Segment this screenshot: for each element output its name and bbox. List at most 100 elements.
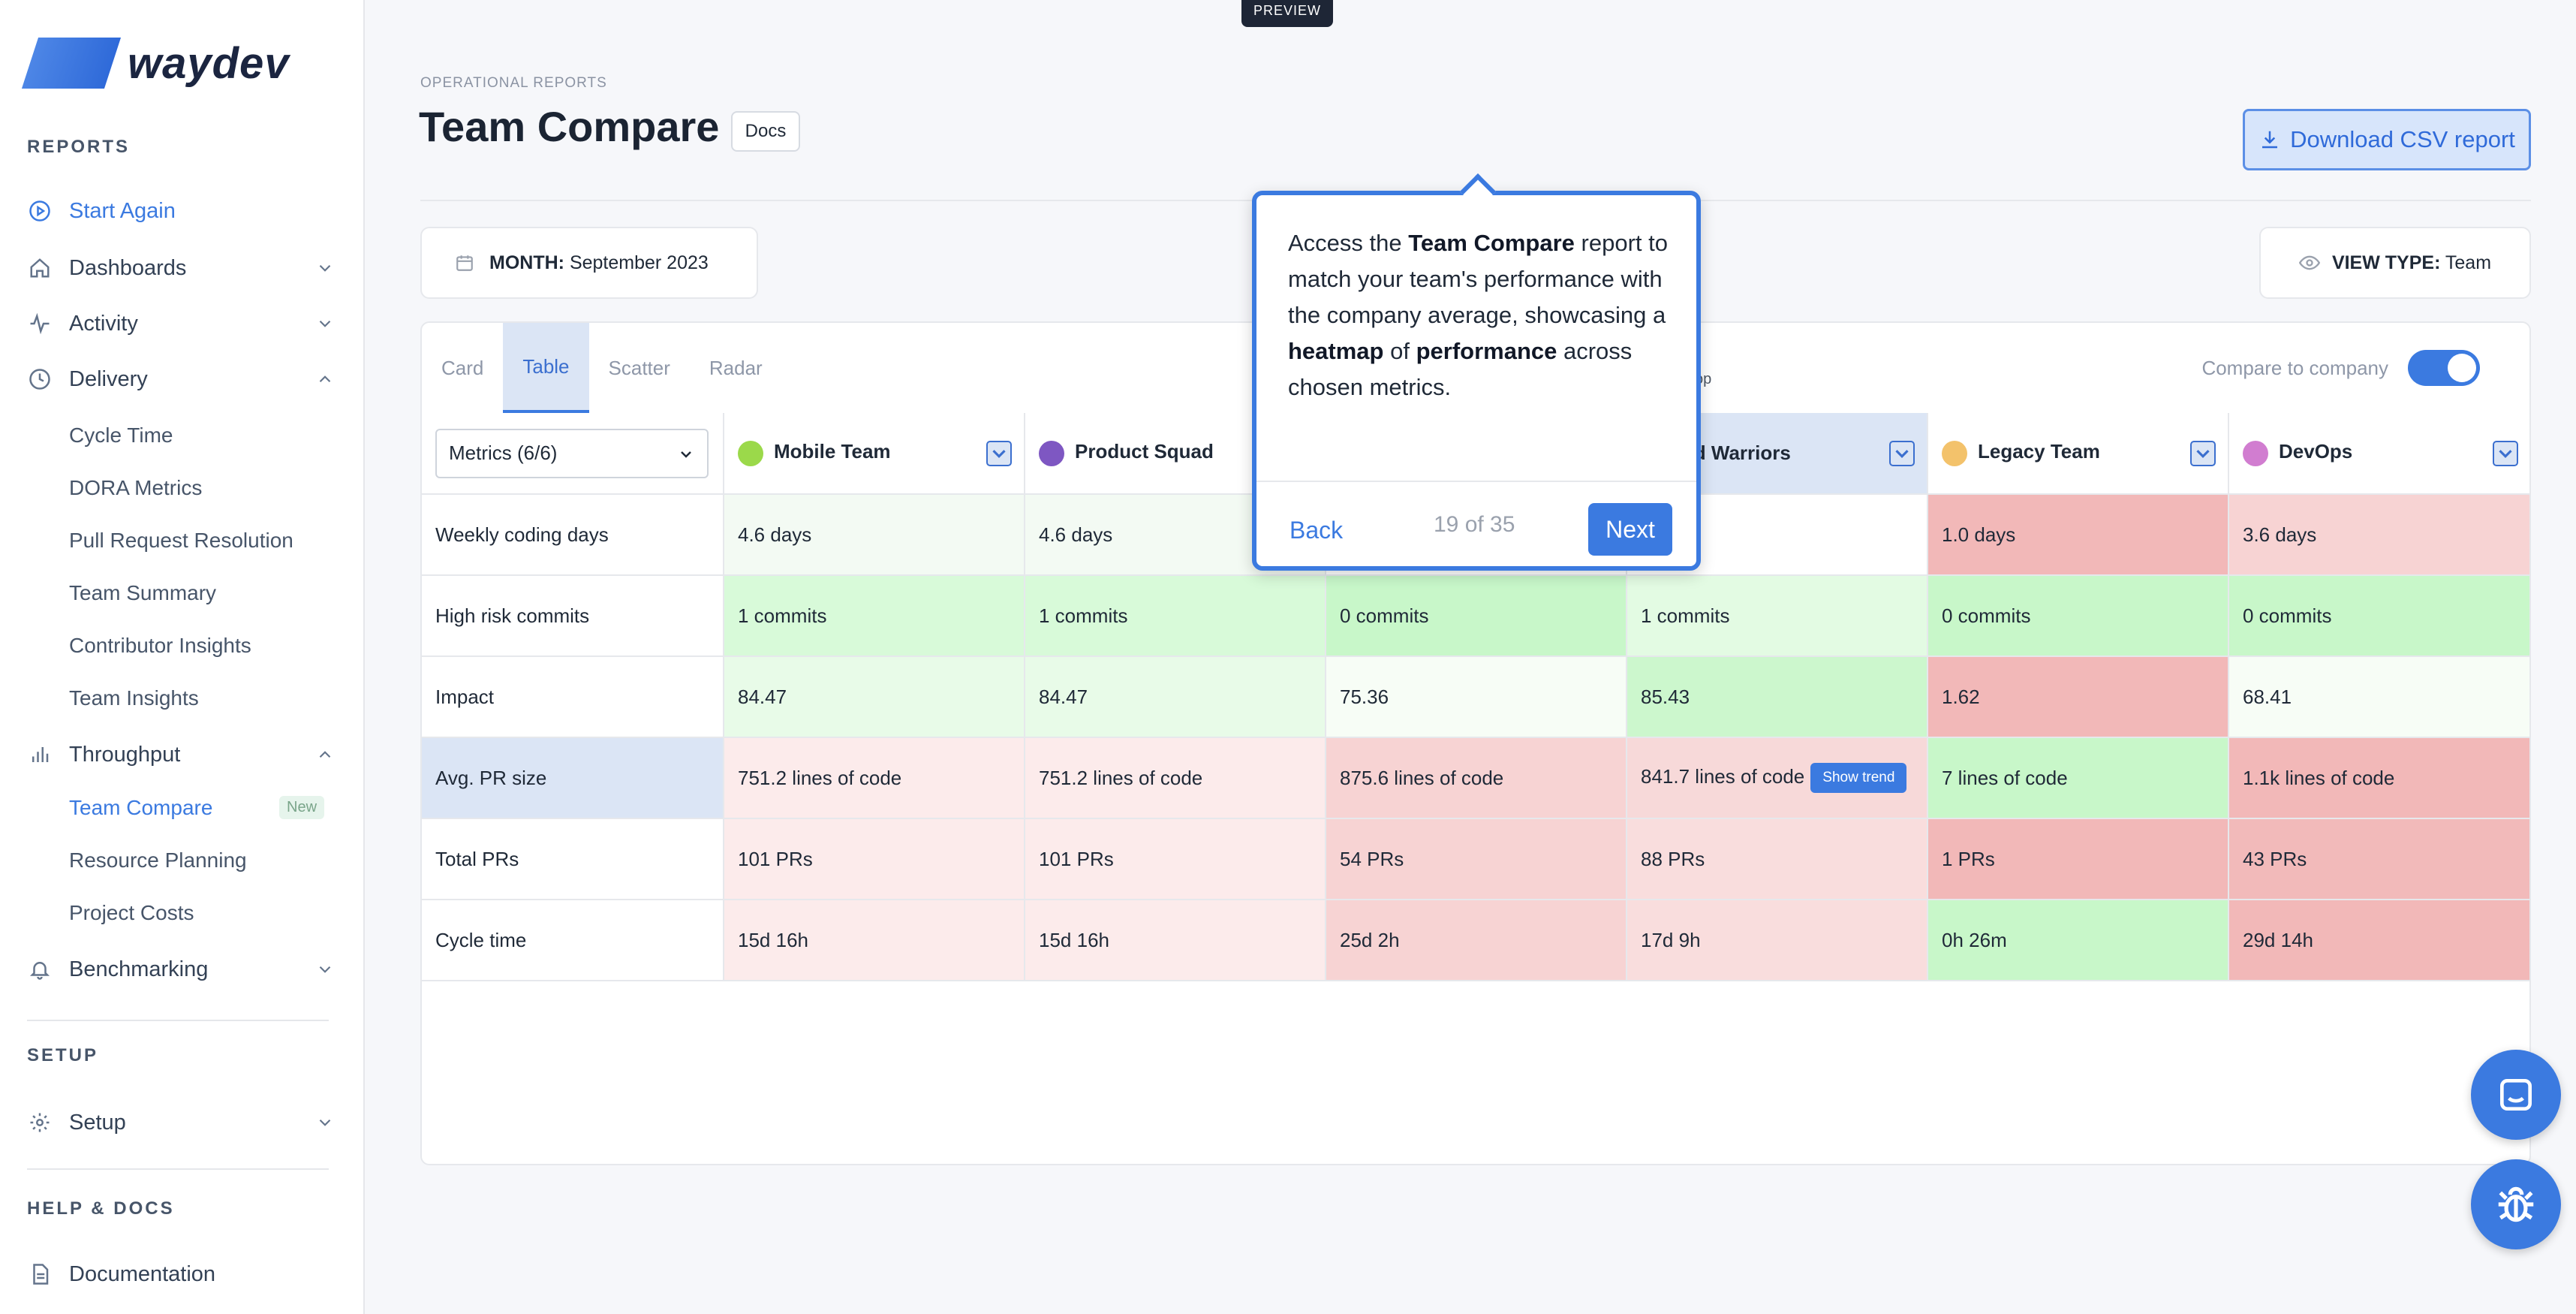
- metric-value: 15d 16h: [738, 928, 808, 951]
- nav-project-costs[interactable]: Project Costs: [69, 901, 194, 924]
- metrics-select[interactable]: Metrics (6/6): [435, 428, 709, 478]
- compare-toggle[interactable]: [2408, 350, 2480, 386]
- bell-icon: [27, 957, 53, 982]
- table-row: High risk commits 1 commits 1 commits 0 com…: [422, 575, 2529, 657]
- nav-start-again-label: Start Again: [69, 198, 176, 223]
- team-color-dot: [738, 440, 763, 466]
- nav-contributor-insights[interactable]: Contributor Insights: [69, 634, 251, 657]
- metric-value-cell: 1.1k lines of code: [2228, 737, 2529, 819]
- metric-value: 85.43: [1641, 685, 1690, 708]
- nav-benchmarking[interactable]: Benchmarking: [27, 951, 335, 988]
- chevron-down-icon: [1895, 450, 1909, 458]
- tooltip-next-button[interactable]: Next: [1588, 503, 1672, 556]
- metric-value-cell: 751.2 lines of code: [724, 737, 1025, 819]
- metric-name-cell: Impact: [422, 656, 724, 738]
- metric-value-cell: 84.47: [1025, 656, 1326, 738]
- tab-scatter[interactable]: Scatter: [608, 356, 670, 379]
- chevron-down-icon: [319, 264, 331, 272]
- sidebar: waydev REPORTS Start Again Dashboards Ac…: [0, 0, 365, 1314]
- gear-icon: [27, 1110, 53, 1135]
- team-dropdown-button[interactable]: [1889, 441, 1915, 466]
- nav-team-compare[interactable]: Team Compare: [69, 796, 213, 819]
- metric-name-cell: Avg. PR size: [422, 737, 724, 819]
- metric-value: 4.6 days: [1039, 523, 1113, 546]
- tooltip-text-part: across chosen metrics.: [1288, 338, 1633, 400]
- month-label: MONTH:: [489, 252, 564, 273]
- breadcrumb: OPERATIONAL REPORTS: [420, 75, 607, 91]
- metric-value-cell: 15d 16h: [724, 900, 1025, 981]
- metric-value: 1 commits: [1641, 604, 1730, 627]
- nav-resource-planning[interactable]: Resource Planning: [69, 848, 247, 872]
- download-csv-button[interactable]: Download CSV report: [2243, 109, 2531, 170]
- tooltip-bold-part: Team Compare: [1408, 230, 1575, 256]
- nav-team-summary[interactable]: Team Summary: [69, 581, 217, 604]
- metric-value: 1 PRs: [1942, 847, 1995, 870]
- page-title: Team Compare: [419, 103, 720, 150]
- logo-mark: [21, 38, 122, 89]
- metric-value-cell: 1.62: [1927, 656, 2229, 738]
- metric-value: 7 lines of code: [1942, 766, 2068, 789]
- nav-dora-metrics[interactable]: DORA Metrics: [69, 476, 203, 499]
- metric-value: 4.6 days: [738, 523, 812, 546]
- metric-value-cell: 0 commits: [1927, 575, 2229, 657]
- tab-radar[interactable]: Radar: [709, 356, 763, 379]
- chevron-down-icon: [992, 450, 1006, 458]
- table-row: Avg. PR size 751.2 lines of code 751.2 lin…: [422, 737, 2529, 819]
- metric-value-cell: 1 commits: [1025, 575, 1326, 657]
- team-dropdown-button[interactable]: [2493, 441, 2518, 466]
- metric-value-cell: 54 PRs: [1326, 818, 1627, 900]
- metric-value: 15d 16h: [1039, 928, 1109, 951]
- metric-value-cell: 17d 9h: [1627, 900, 1928, 981]
- nav-team-insights[interactable]: Team Insights: [69, 686, 199, 710]
- report-panel: Card Table Scatter Radar op Compare to c…: [420, 321, 2531, 1165]
- bug-report-button[interactable]: [2471, 1159, 2561, 1249]
- nav-documentation[interactable]: Documentation: [27, 1255, 335, 1293]
- show-trend-button[interactable]: Show trend: [1810, 763, 1907, 793]
- setup-section-title: SETUP: [27, 1045, 99, 1065]
- metric-value: 841.7 lines of code: [1641, 764, 1805, 788]
- table-row: Total PRs 101 PRs 101 PRs 54 PRs 88 PRs 1 PRs…: [422, 818, 2529, 900]
- nav-pull-request-resolution[interactable]: Pull Request Resolution: [69, 529, 293, 552]
- docs-button[interactable]: Docs: [731, 111, 800, 152]
- nav-start-again[interactable]: Start Again: [27, 192, 335, 230]
- tab-table[interactable]: Table: [503, 323, 589, 413]
- chevron-down-icon: [681, 451, 691, 458]
- metric-value-cell: 841.7 lines of code Show trend: [1627, 737, 1928, 819]
- tab-card[interactable]: Card: [441, 356, 484, 379]
- nav-delivery[interactable]: Delivery: [27, 360, 335, 398]
- metric-value: 751.2 lines of code: [738, 766, 902, 789]
- table-row: Cycle time 15d 16h 15d 16h 25d 2h 17d 9h 0h 2…: [422, 900, 2529, 981]
- tooltip-bold-part: performance: [1416, 338, 1557, 364]
- month-filter[interactable]: MONTH: September 2023: [420, 227, 758, 299]
- metric-value: 1 commits: [738, 604, 827, 627]
- chat-button[interactable]: [2471, 1050, 2561, 1140]
- metric-value-cell: 43 PRs: [2228, 818, 2529, 900]
- metric-value-cell: 0h 26m: [1927, 900, 2229, 981]
- tooltip-text-part: Access the: [1288, 230, 1409, 256]
- onboarding-tooltip: Access the Team Compare report to match …: [1252, 191, 1701, 571]
- chevron-up-icon: [319, 751, 331, 758]
- nav-activity[interactable]: Activity: [27, 305, 335, 342]
- metrics-header-cell: Metrics (6/6): [422, 413, 724, 495]
- waydev-logo[interactable]: waydev: [21, 38, 290, 89]
- view-type-filter[interactable]: VIEW TYPE: Team: [2259, 227, 2531, 299]
- nav-cycle-time[interactable]: Cycle Time: [69, 423, 173, 447]
- calendar-icon: [456, 255, 473, 271]
- nav-delivery-label: Delivery: [69, 366, 148, 391]
- metric-value: 25d 2h: [1340, 928, 1400, 951]
- nav-dashboards[interactable]: Dashboards: [27, 249, 335, 287]
- metric-value-cell: 84.47: [724, 656, 1025, 738]
- team-dropdown-button[interactable]: [986, 441, 1012, 466]
- logo-text: waydev: [128, 38, 290, 88]
- divider: [27, 1020, 329, 1021]
- nav-setup[interactable]: Setup: [27, 1104, 335, 1141]
- metric-value-cell: 1 PRs: [1927, 818, 2229, 900]
- metric-value-cell: 75.36: [1326, 656, 1627, 738]
- metric-value-cell: 25d 2h: [1326, 900, 1627, 981]
- metric-value: 29d 14h: [2243, 928, 2313, 951]
- tooltip-back-button[interactable]: Back: [1290, 517, 1344, 544]
- tooltip-text: Access the Team Compare report to match …: [1288, 225, 1678, 405]
- team-dropdown-button[interactable]: [2190, 441, 2216, 466]
- nav-throughput[interactable]: Throughput: [27, 736, 335, 773]
- team-color-dot: [1039, 440, 1064, 466]
